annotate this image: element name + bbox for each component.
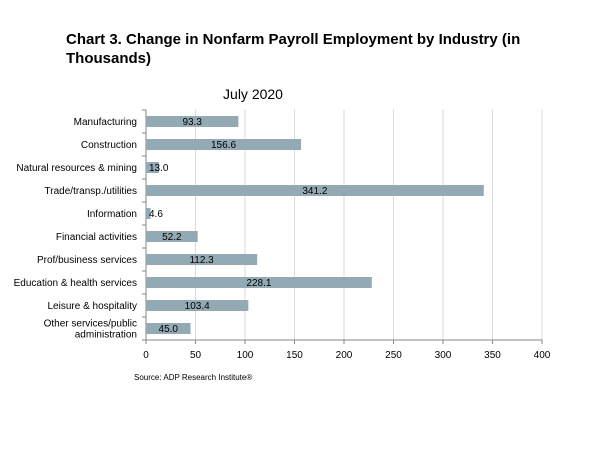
x-tick-label: 250 [385,350,402,361]
data-label: 103.4 [185,301,210,312]
x-tick-label: 400 [534,350,551,361]
data-label: 112.3 [189,255,214,266]
category-labels: Manufacturing Construction Natural resourc… [14,117,137,341]
category-label: Other services/public [44,319,137,330]
bar [146,116,239,127]
source-note: Source: ADP Research Institute® [134,373,252,382]
category-label: Trade/transp./utilities [45,186,137,197]
data-label: 4.6 [149,209,163,220]
data-label: 52.2 [162,232,182,243]
bar [146,300,249,311]
value-labels: 93.3 156.6 13.0 341.2 4.6 52.2 112.3 228.1 103.4… [149,117,328,335]
category-label: Information [87,209,137,220]
bars [146,116,484,334]
bar [146,185,484,196]
data-label: 13.0 [149,163,169,174]
data-label: 93.3 [182,117,202,128]
x-tick-label: 350 [484,350,501,361]
chart-subtitle: July 2020 [223,86,283,102]
chart-title: Chart 3. Change in Nonfarm Payroll Emplo… [66,31,521,67]
x-tick-label: 150 [286,350,303,361]
bar [146,139,302,150]
x-tick-label: 200 [336,350,353,361]
data-label: 341.2 [302,186,327,197]
bar [146,208,151,219]
data-label: 156.6 [211,140,236,151]
category-label: Education & health services [14,278,137,289]
bar [146,162,159,173]
x-tick-label: 100 [237,350,254,361]
bar [146,254,258,265]
x-axis-ticks: 0 50 100 150 200 250 300 350 400 [143,340,551,361]
data-label: 45.0 [159,324,179,335]
data-label: 228.1 [246,278,271,289]
category-label: Prof/business services [37,255,137,266]
x-tick-label: 300 [435,350,452,361]
category-label: Natural resources & mining [16,163,137,174]
x-tick-label: 50 [190,350,202,361]
category-label: Financial activities [56,232,137,243]
category-label: administration [75,330,137,341]
x-tick-label: 0 [143,350,149,361]
bar [146,277,372,288]
bar [146,323,191,334]
bar [146,231,198,242]
category-label: Manufacturing [74,117,137,128]
category-label: Construction [81,140,137,151]
category-label: Leisure & hospitality [48,301,138,312]
